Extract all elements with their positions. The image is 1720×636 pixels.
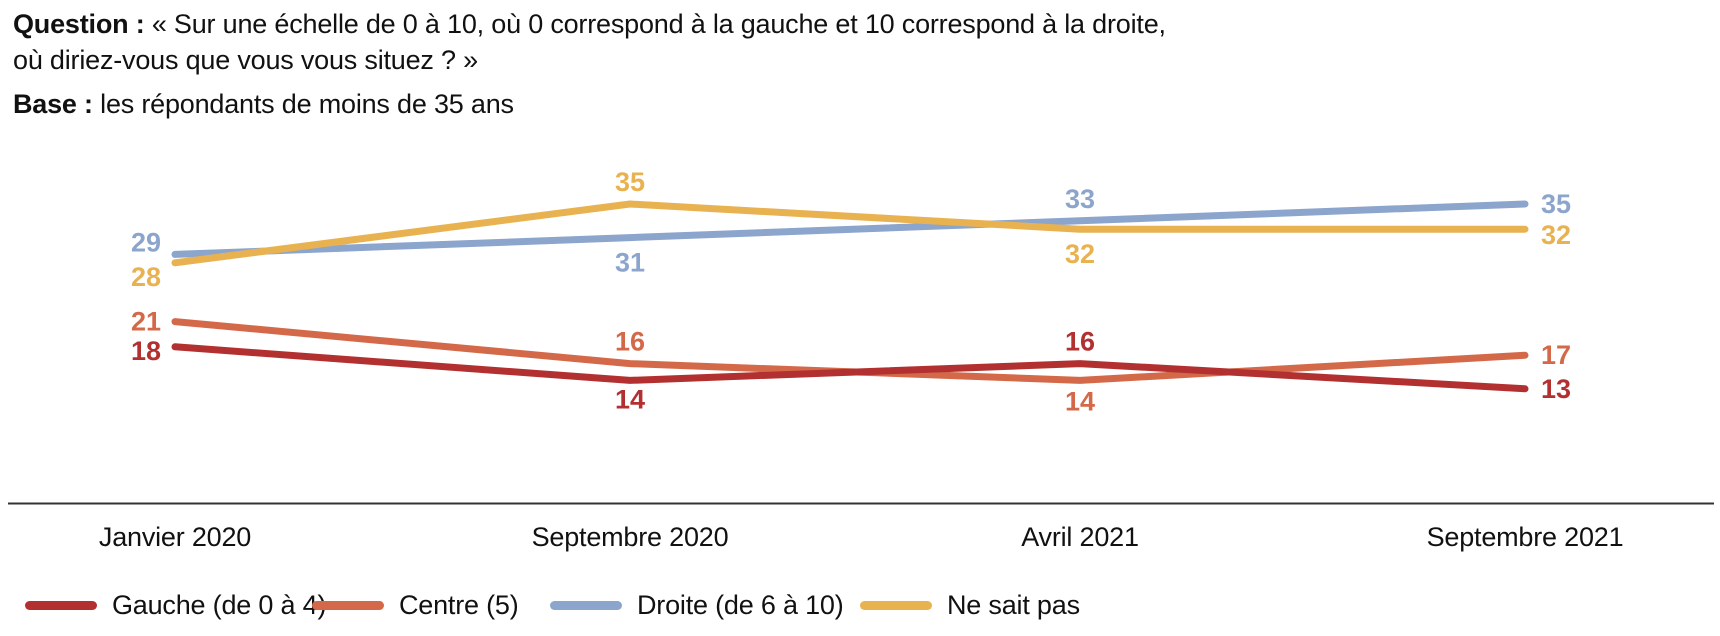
legend-label-droite-de-6-a-10: Droite (de 6 à 10): [637, 589, 844, 620]
question-text-2: où diriez-vous que vous vous situez ? »: [13, 45, 478, 75]
question-label: Question :: [13, 9, 145, 39]
legend-label-centre-5: Centre (5): [399, 589, 519, 620]
base-text: les répondants de moins de 35 ans: [100, 89, 514, 119]
value-label-centre-5-avril-2021: 14: [1065, 386, 1095, 416]
value-label-centre-5-septembre-2020: 16: [615, 327, 645, 357]
chart-legend: Gauche (de 0 à 4) Centre (5) Droite (de 6 …: [0, 585, 1720, 625]
legend-item-ne-sait-pas: Ne sait pas: [860, 585, 1080, 625]
value-label-droite-de-6-a-10-janvier-2020: 29: [131, 227, 161, 257]
series-line-gauche-de-0-a-4: [171, 343, 1529, 393]
legend-swatch-centre-5: [312, 600, 384, 610]
question-text-1: « Sur une échelle de 0 à 10, où 0 corres…: [151, 9, 1166, 39]
x-axis-label-janvier-2020: Janvier 2020: [99, 522, 251, 552]
legend-item-droite-de-6-a-10: Droite (de 6 à 10): [550, 585, 844, 625]
legend-item-centre-5: Centre (5): [312, 585, 519, 625]
value-label-droite-de-6-a-10-septembre-2021: 35: [1541, 189, 1571, 219]
value-label-ne-sait-pas-septembre-2021: 32: [1541, 220, 1571, 250]
value-label-gauche-de-0-a-4-janvier-2020: 18: [131, 336, 161, 366]
x-axis-label-septembre-2021: Septembre 2021: [1427, 522, 1624, 552]
value-label-ne-sait-pas-septembre-2020: 35: [615, 167, 645, 197]
legend-swatch-gauche-de-0-a-4: [25, 600, 97, 610]
value-label-gauche-de-0-a-4-septembre-2020: 14: [615, 384, 645, 414]
legend-swatch-ne-sait-pas: [860, 600, 932, 610]
question-line-1: Question : « Sur une échelle de 0 à 10, …: [13, 6, 1166, 42]
value-label-ne-sait-pas-avril-2021: 32: [1065, 239, 1095, 269]
x-axis-label-avril-2021: Avril 2021: [1021, 522, 1139, 552]
value-label-centre-5-septembre-2021: 17: [1541, 340, 1571, 370]
legend-label-gauche-de-0-a-4: Gauche (de 0 à 4): [112, 589, 327, 620]
base-line: Base : les répondants de moins de 35 ans: [13, 86, 1166, 122]
legend-item-gauche-de-0-a-4: Gauche (de 0 à 4): [25, 585, 326, 625]
value-label-droite-de-6-a-10-avril-2021: 33: [1065, 184, 1095, 214]
value-label-centre-5-janvier-2020: 21: [131, 307, 161, 337]
value-label-ne-sait-pas-janvier-2020: 28: [131, 262, 161, 292]
value-label-gauche-de-0-a-4-septembre-2021: 13: [1541, 374, 1571, 404]
value-label-droite-de-6-a-10-septembre-2020: 31: [615, 248, 645, 278]
base-label: Base :: [13, 89, 93, 119]
series-line-ne-sait-pas: [171, 200, 1529, 267]
value-label-gauche-de-0-a-4-avril-2021: 16: [1065, 327, 1095, 357]
series-line-droite-de-6-a-10: [171, 200, 1529, 258]
legend-label-ne-sait-pas: Ne sait pas: [947, 589, 1080, 620]
chart-header: Question : « Sur une échelle de 0 à 10, …: [13, 6, 1166, 122]
legend-swatch-droite-de-6-a-10: [550, 600, 622, 610]
x-axis-label-septembre-2020: Septembre 2020: [532, 522, 729, 552]
question-line-2: où diriez-vous que vous vous situez ? »: [13, 42, 1166, 78]
